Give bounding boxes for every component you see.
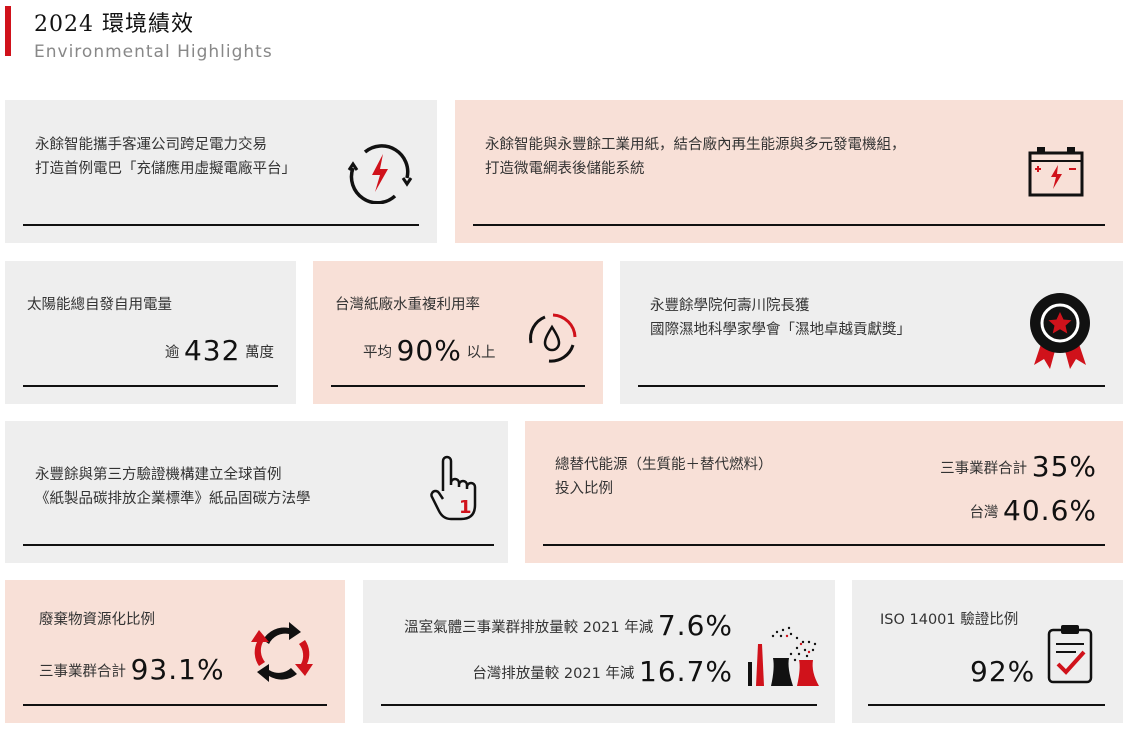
card-wetland-award: 永豐餘學院何壽川院長獲國際濕地科學家學會「濕地卓越貢獻獎」 bbox=[620, 261, 1123, 404]
card-text: 總替代能源（生質能＋替代燃料） bbox=[555, 457, 773, 473]
accent-bar bbox=[5, 6, 11, 56]
card-text: 打造微電網表後儲能系統 bbox=[485, 161, 645, 177]
row-label: 台灣 bbox=[969, 505, 999, 521]
value-suffix: 萬度 bbox=[245, 345, 274, 361]
page-subtitle: Environmental Highlights bbox=[34, 42, 273, 62]
row-label: 三事業群合計 bbox=[940, 461, 1028, 477]
card-label: 台灣紙廠水重複利用率 bbox=[335, 297, 480, 313]
divider bbox=[23, 704, 327, 706]
iso-value: 92% bbox=[970, 655, 1036, 688]
row-label: 台灣排放量較 2021 年減 bbox=[472, 666, 635, 682]
card-text: 《紙製品碳排放企業標準》紙品固碳方法學 bbox=[35, 491, 311, 507]
card-alternative-energy: 總替代能源（生質能＋替代燃料） 投入比例 三事業群合計 35% 台灣 40.6% bbox=[525, 421, 1123, 563]
card-label: ISO 14001 驗證比例 bbox=[880, 612, 1019, 628]
card-text: 永豐餘學院何壽川院長獲 bbox=[650, 298, 810, 314]
card-text: 打造首例電巴「充儲應用虛擬電廠平台」 bbox=[35, 161, 296, 177]
hand-pointer-icon: 1 bbox=[430, 455, 477, 521]
recycle-arrows-icon bbox=[251, 622, 313, 682]
award-medal-icon bbox=[1030, 293, 1090, 369]
svg-text:1: 1 bbox=[459, 497, 472, 518]
clipboard-check-icon bbox=[1047, 625, 1093, 684]
divider bbox=[23, 224, 419, 226]
taiwan-value: 40.6% bbox=[1003, 494, 1097, 527]
solar-value: 432 bbox=[183, 334, 241, 367]
card-text: 國際濕地科學家學會「濕地卓越貢獻獎」 bbox=[650, 322, 911, 338]
water-value: 90% bbox=[396, 334, 462, 367]
page-title: 2024 環境績效 bbox=[34, 12, 194, 37]
group-value: 35% bbox=[1031, 450, 1097, 483]
row-label: 溫室氣體三事業群排放量較 2021 年減 bbox=[404, 620, 654, 636]
divider bbox=[381, 704, 817, 706]
waste-value: 93.1% bbox=[130, 653, 225, 686]
card-microgrid-storage: 永餘智能與永豐餘工業用紙，結合廠內再生能源與多元發電機組， 打造微電網表後儲能系統 bbox=[455, 100, 1123, 243]
card-waste-recycling: 廢棄物資源化比例 三事業群合計 93.1% bbox=[5, 580, 345, 723]
value-prefix: 三事業群合計 bbox=[39, 664, 126, 680]
card-text: 投入比例 bbox=[555, 481, 613, 497]
battery-icon bbox=[1028, 147, 1084, 197]
lightning-cycle-icon bbox=[347, 144, 413, 204]
divider bbox=[23, 385, 278, 387]
card-text: 永豐餘與第三方驗證機構建立全球首例 bbox=[35, 467, 282, 483]
value-suffix: 以上 bbox=[466, 345, 496, 361]
card-text: 永餘智能與永豐餘工業用紙，結合廠內再生能源與多元發電機組， bbox=[485, 137, 906, 153]
divider bbox=[868, 704, 1105, 706]
card-solar: 太陽能總自發自用電量 逾 432 萬度 bbox=[5, 261, 296, 404]
card-label: 太陽能總自發自用電量 bbox=[27, 297, 172, 313]
divider bbox=[331, 385, 585, 387]
card-ghg-emissions: 溫室氣體三事業群排放量較 2021 年減 7.6% 台灣排放量較 2021 年減… bbox=[363, 580, 835, 723]
ghg-group-value: 7.6% bbox=[657, 609, 733, 642]
value-prefix: 逾 bbox=[164, 345, 180, 361]
water-recycle-icon bbox=[529, 313, 577, 363]
card-iso14001: ISO 14001 驗證比例 92% bbox=[852, 580, 1123, 723]
factory-emissions-icon bbox=[748, 626, 819, 686]
divider bbox=[638, 385, 1105, 387]
divider bbox=[23, 544, 494, 546]
divider bbox=[473, 224, 1105, 226]
card-text: 永餘智能攜手客運公司跨足電力交易 bbox=[35, 137, 267, 153]
value-prefix: 平均 bbox=[363, 345, 392, 361]
card-carbon-standard: 永豐餘與第三方驗證機構建立全球首例《紙製品碳排放企業標準》紙品固碳方法學 1 bbox=[5, 421, 508, 563]
ghg-taiwan-value: 16.7% bbox=[639, 655, 733, 688]
card-water-reuse: 台灣紙廠水重複利用率 平均 90% 以上 bbox=[313, 261, 603, 404]
card-virtual-power-plant: 永餘智能攜手客運公司跨足電力交易打造首例電巴「充儲應用虛擬電廠平台」 bbox=[5, 100, 437, 243]
divider bbox=[543, 544, 1105, 546]
card-label: 廢棄物資源化比例 bbox=[39, 612, 155, 628]
